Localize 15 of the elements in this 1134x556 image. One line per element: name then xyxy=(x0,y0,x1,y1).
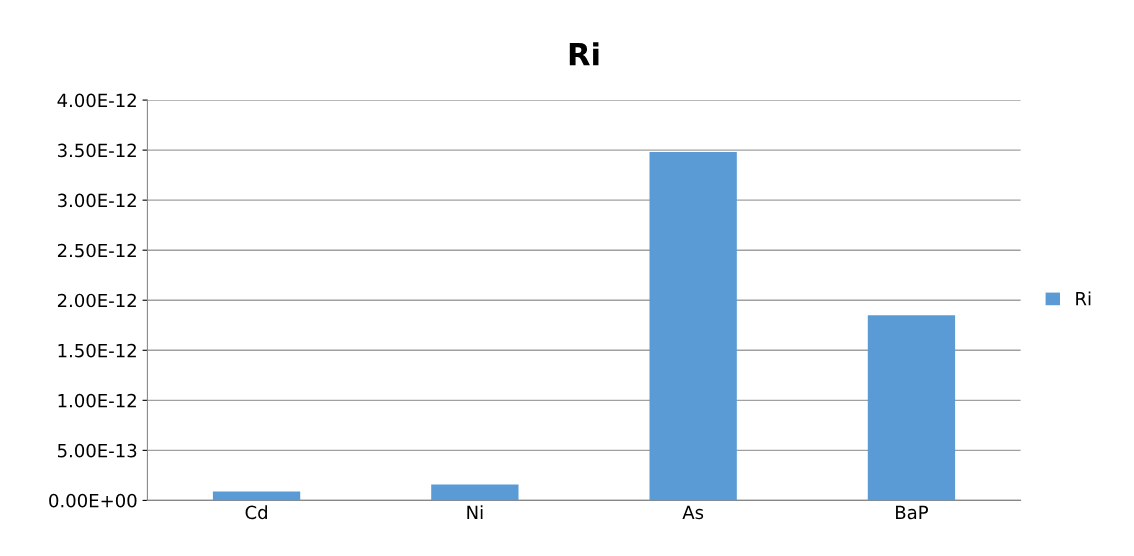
chart-title: Ri xyxy=(569,42,599,66)
y-tick-label: 5.00E-13 xyxy=(57,443,137,458)
x-tick-label: BaP xyxy=(896,505,929,520)
x-tick-label: Cd xyxy=(245,505,267,520)
y-tick-label: 3.00E-12 xyxy=(57,193,136,208)
y-tick-label: 2.50E-12 xyxy=(57,243,136,258)
legend-label: Ri xyxy=(1076,291,1091,306)
y-tick-label: 3.50E-12 xyxy=(57,143,136,158)
y-tick-label: 1.50E-12 xyxy=(58,343,136,358)
y-tick-label: 4.00E-12 xyxy=(57,93,136,108)
y-tick-label: 0.00E+00 xyxy=(49,493,137,508)
x-tick-label: Ni xyxy=(467,505,483,519)
y-tick-label: 2.00E-12 xyxy=(57,293,136,308)
y-tick-label: 1.00E-12 xyxy=(58,393,136,408)
x-tick-label: As xyxy=(682,505,704,520)
